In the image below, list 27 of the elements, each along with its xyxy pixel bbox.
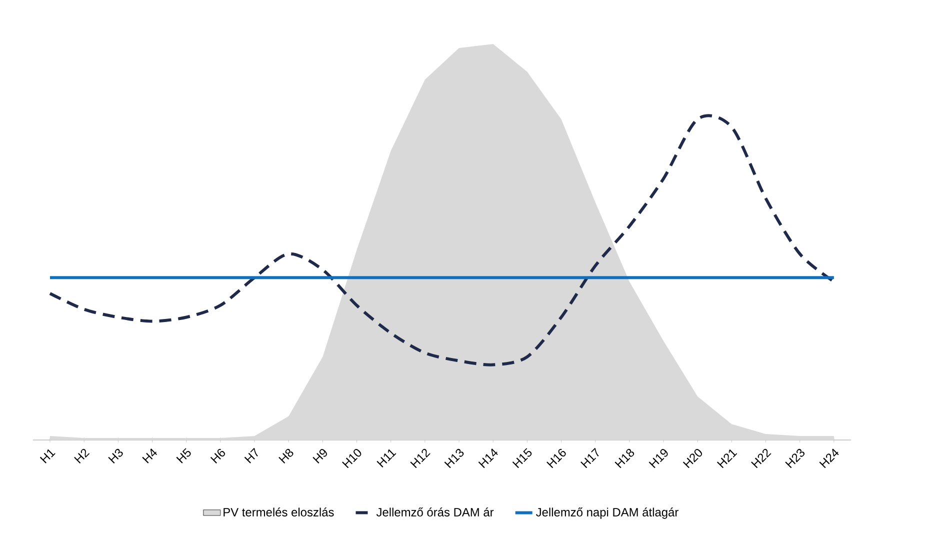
x-tick-label: H1 xyxy=(40,449,56,464)
x-tick-label: H13 xyxy=(444,448,464,468)
x-tick-label: H15 xyxy=(512,448,532,468)
x-tick-label: H7 xyxy=(244,448,258,464)
x-tick-label: H14 xyxy=(478,448,498,468)
x-tick-label: H19 xyxy=(648,449,668,468)
x-tick-label: H3 xyxy=(108,448,123,464)
legend-label: Jellemző órás DAM ár xyxy=(376,508,494,516)
x-tick-label: H6 xyxy=(210,448,225,464)
legend-label: Jellemző napi DAM átlagár xyxy=(536,508,678,519)
x-tick-label: H23 xyxy=(785,448,804,468)
x-tick-label: H12 xyxy=(410,448,430,468)
x-tick-label: H2 xyxy=(74,448,90,464)
x-tick-label: H24 xyxy=(819,448,839,468)
x-tick-label: H10 xyxy=(342,449,362,468)
x-tick-label: H16 xyxy=(546,448,566,468)
x-tick-label: H22 xyxy=(751,448,772,468)
x-tick-label: H5 xyxy=(176,448,191,464)
x-tick-label: H4 xyxy=(142,448,158,464)
x-tick-label: H17 xyxy=(580,448,599,468)
x-tick-label: H11 xyxy=(376,449,396,468)
x-tick-label: H21 xyxy=(716,449,738,468)
x-tick-label: H18 xyxy=(614,448,634,468)
x-tick-label: H20 xyxy=(682,449,702,468)
x-tick-label: H9 xyxy=(312,449,327,464)
x-tick-label: H8 xyxy=(278,448,294,464)
legend-label: PV termelés eloszlás xyxy=(224,508,334,516)
